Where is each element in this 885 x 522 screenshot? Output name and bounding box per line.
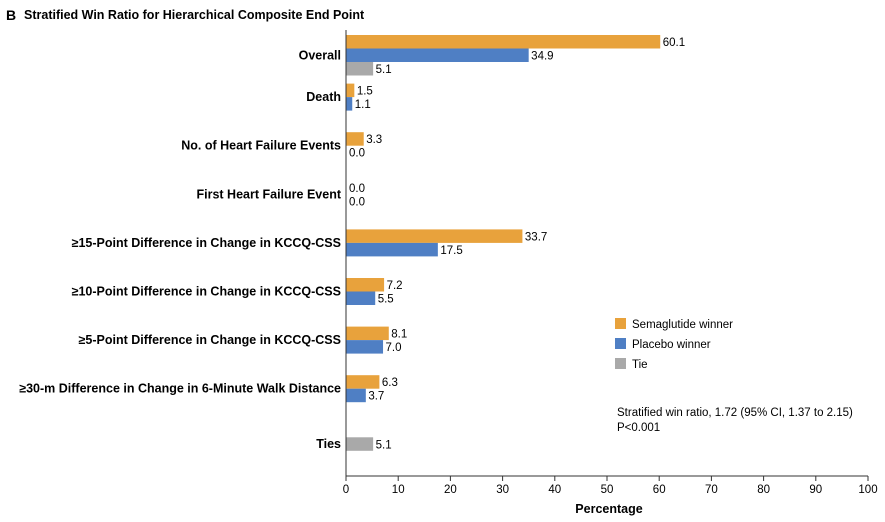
bar-placebo-winner-5-point-difference-in-change-in-kccq-css <box>346 340 384 354</box>
category-label-10-point-difference-in-change-in-kccq-css: ≥10-Point Difference in Change in KCCQ-C… <box>72 285 341 299</box>
value-label-semaglutide-winner-first-heart-failure-event: 0.0 <box>349 183 365 195</box>
bar-semaglutide-winner-overall <box>346 35 661 49</box>
value-label-semaglutide-winner-10-point-difference-in-change-in-kccq-css: 7.2 <box>387 280 403 292</box>
chart-title: Stratified Win Ratio for Hierarchical Co… <box>24 8 365 22</box>
bar-semaglutide-winner-10-point-difference-in-change-in-kccq-css <box>346 278 385 292</box>
x-tick-label-20: 20 <box>444 484 457 496</box>
bar-semaglutide-winner-5-point-difference-in-change-in-kccq-css <box>346 326 389 341</box>
bar-placebo-winner-10-point-difference-in-change-in-kccq-css <box>346 291 376 305</box>
category-labels: Overall Death No. of Heart Failure Events F… <box>19 48 342 451</box>
value-label-placebo-winner-first-heart-failure-event: 0.0 <box>349 196 365 208</box>
annotation-line-1: Stratified win ratio, 1.72 (95% CI, 1.37… <box>617 407 853 419</box>
bar-placebo-winner-30-m-difference-in-change-in-6-minute-walk-distance <box>346 388 366 403</box>
bar-semaglutide-winner-30-m-difference-in-change-in-6-minute-walk-distance <box>346 375 380 389</box>
x-tick-label-10: 10 <box>392 484 405 496</box>
x-tick-label-100: 100 <box>858 484 877 496</box>
x-tick-label-60: 60 <box>653 484 666 496</box>
value-label-placebo-winner-15-point-difference-in-change-in-kccq-css: 17.5 <box>440 245 462 257</box>
category-label-overall: Overall <box>299 48 341 62</box>
category-label-first-heart-failure-event: First Heart Failure Event <box>197 187 342 201</box>
value-label-placebo-winner-30-m-difference-in-change-in-6-minute-walk-distance: 3.7 <box>368 391 384 403</box>
value-label-semaglutide-winner-30-m-difference-in-change-in-6-minute-walk-distance: 6.3 <box>382 377 398 389</box>
bar-semaglutide-winner-no-of-heart-failure-events <box>346 132 364 146</box>
category-label-death: Death <box>306 90 341 104</box>
legend-label-placebo-winner: Placebo winner <box>632 339 711 351</box>
annotation: Stratified win ratio, 1.72 (95% CI, 1.37… <box>617 407 853 434</box>
value-label-placebo-winner-overall: 34.9 <box>531 51 553 63</box>
annotation-line-2: P<0.001 <box>617 422 660 434</box>
legend-label-semaglutide-winner: Semaglutide winner <box>632 319 733 331</box>
x-tick-label-40: 40 <box>548 484 561 496</box>
legend-swatch-placebo-winner <box>615 338 626 349</box>
category-label-30-m-difference-in-change-in-6-minute-walk-distance: ≥30-m Difference in Change in 6-Minute W… <box>19 382 341 396</box>
value-label-semaglutide-winner-death: 1.5 <box>357 86 373 98</box>
x-axis: 0 10 20 30 40 50 60 70 80 90 100 <box>343 30 878 496</box>
bar-placebo-winner-death <box>346 97 353 111</box>
value-label-semaglutide-winner-overall: 60.1 <box>663 37 685 49</box>
bar-placebo-winner-15-point-difference-in-change-in-kccq-css <box>346 242 438 257</box>
panel-letter: B <box>6 7 16 23</box>
value-label-tie-ties: 5.1 <box>376 439 392 451</box>
value-label-placebo-winner-death: 1.1 <box>355 99 371 111</box>
value-label-semaglutide-winner-15-point-difference-in-change-in-kccq-css: 33.7 <box>525 231 547 243</box>
category-label-no-of-heart-failure-events: No. of Heart Failure Events <box>181 139 341 153</box>
x-axis-title: Percentage <box>575 502 642 516</box>
legend-label-tie: Tie <box>632 359 648 371</box>
bar-tie-overall <box>346 62 374 76</box>
value-label-placebo-winner-10-point-difference-in-change-in-kccq-css: 5.5 <box>378 294 394 306</box>
bars-layer <box>346 35 661 451</box>
x-tick-label-80: 80 <box>757 484 770 496</box>
x-tick-label-70: 70 <box>705 484 718 496</box>
value-label-semaglutide-winner-5-point-difference-in-change-in-kccq-css: 8.1 <box>391 329 407 341</box>
bar-semaglutide-winner-death <box>346 83 355 98</box>
legend-swatch-tie <box>615 358 626 369</box>
bar-tie-ties <box>346 437 374 451</box>
x-tick-label-30: 30 <box>496 484 509 496</box>
value-label-semaglutide-winner-no-of-heart-failure-events: 3.3 <box>366 134 382 146</box>
value-label-tie-overall: 5.1 <box>376 64 392 76</box>
bar-placebo-winner-overall <box>346 48 529 62</box>
value-labels: 60.134.95.11.51.13.30.00.00.033.717.57.2… <box>349 37 685 451</box>
category-label-5-point-difference-in-change-in-kccq-css: ≥5-Point Difference in Change in KCCQ-CS… <box>79 333 341 347</box>
value-label-placebo-winner-no-of-heart-failure-events: 0.0 <box>349 148 365 160</box>
bar-semaglutide-winner-15-point-difference-in-change-in-kccq-css <box>346 229 523 243</box>
category-label-ties: Ties <box>316 437 341 451</box>
category-label-15-point-difference-in-change-in-kccq-css: ≥15-Point Difference in Change in KCCQ-C… <box>72 236 341 250</box>
x-tick-label-50: 50 <box>601 484 614 496</box>
legend-swatch-semaglutide-winner <box>615 318 626 329</box>
legend: Semaglutide winner Placebo winner Tie <box>615 318 733 371</box>
x-tick-label-0: 0 <box>343 484 349 496</box>
x-tick-label-90: 90 <box>809 484 822 496</box>
value-label-placebo-winner-5-point-difference-in-change-in-kccq-css: 7.0 <box>386 342 402 354</box>
